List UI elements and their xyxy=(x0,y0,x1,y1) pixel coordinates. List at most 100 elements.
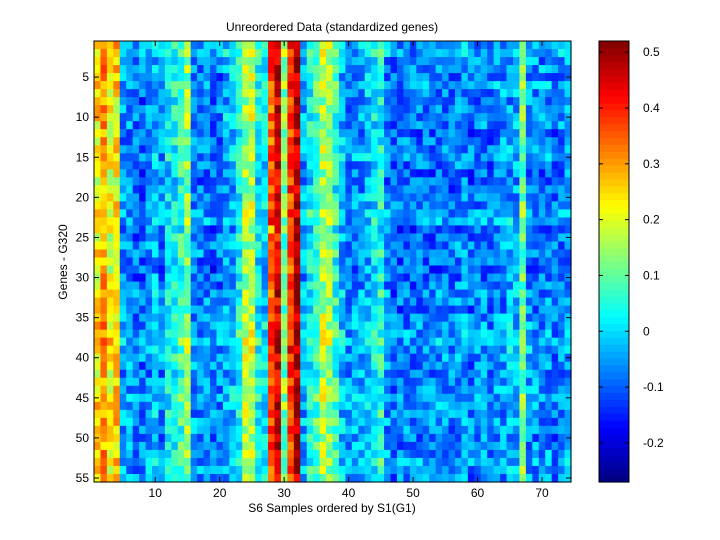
heatmap-cell xyxy=(300,185,308,194)
heatmap-cell xyxy=(242,465,250,475)
heatmap-cell xyxy=(319,385,327,395)
heatmap-cell xyxy=(448,329,456,339)
heatmap-cell xyxy=(358,273,366,283)
heatmap-cell xyxy=(152,249,160,259)
heatmap-cell xyxy=(293,169,301,178)
colorbar-segment xyxy=(599,475,629,483)
heatmap-cell xyxy=(119,89,127,98)
heatmap-cell xyxy=(377,433,385,443)
heatmap-cell xyxy=(538,209,546,218)
heatmap-cell xyxy=(487,369,495,379)
heatmap-cell xyxy=(145,129,153,138)
heatmap-cell xyxy=(396,265,405,275)
heatmap-cell xyxy=(274,161,282,170)
heatmap-cell xyxy=(293,249,301,259)
heatmap-cell xyxy=(100,433,108,443)
heatmap-cell xyxy=(126,193,134,202)
colorbar-segment xyxy=(599,337,629,345)
heatmap-cell xyxy=(461,337,469,347)
heatmap-cell xyxy=(261,249,269,259)
heatmap-cell xyxy=(519,409,527,419)
heatmap-cell xyxy=(280,121,288,130)
heatmap-cell xyxy=(396,97,405,106)
heatmap-cell xyxy=(287,49,295,58)
heatmap-cell xyxy=(119,81,127,90)
heatmap-cell xyxy=(190,417,198,427)
heatmap-cell xyxy=(171,65,179,74)
heatmap-cell xyxy=(338,337,346,347)
heatmap-cell xyxy=(345,353,353,363)
heatmap-cell xyxy=(184,321,192,331)
heatmap-cell xyxy=(377,161,385,170)
heatmap-cell xyxy=(371,185,379,194)
heatmap-cell xyxy=(435,433,443,443)
heatmap-cell xyxy=(416,385,424,395)
heatmap-cell xyxy=(132,393,140,403)
heatmap-cell xyxy=(480,441,488,451)
heatmap-cell xyxy=(525,377,533,387)
heatmap-cell xyxy=(454,369,463,379)
heatmap-cell xyxy=(274,121,282,130)
heatmap-cell xyxy=(564,457,572,467)
heatmap-cell xyxy=(480,169,488,178)
heatmap-cell xyxy=(235,249,243,259)
heatmap-cell xyxy=(396,273,405,283)
heatmap-cell xyxy=(287,361,295,371)
heatmap-cell xyxy=(100,337,108,347)
heatmap-cell xyxy=(487,105,495,114)
heatmap-cell xyxy=(377,425,385,435)
heatmap-cell xyxy=(132,217,140,227)
heatmap-cell xyxy=(139,377,147,387)
heatmap-cell xyxy=(94,321,102,331)
heatmap-cell xyxy=(519,81,527,90)
heatmap-cell xyxy=(216,97,224,106)
heatmap-cell xyxy=(461,385,469,395)
heatmap-cell xyxy=(197,113,205,122)
heatmap-cell xyxy=(351,401,359,411)
heatmap-cell xyxy=(377,265,385,275)
heatmap-cell xyxy=(119,105,127,114)
heatmap-cell xyxy=(197,225,205,235)
heatmap-cell xyxy=(338,329,346,339)
heatmap-cell xyxy=(538,89,546,98)
heatmap-cell xyxy=(280,265,288,275)
heatmap-cell xyxy=(538,153,546,162)
heatmap-cell xyxy=(222,193,230,202)
heatmap-cell xyxy=(338,345,346,355)
heatmap-cell xyxy=(177,441,185,451)
heatmap-cell xyxy=(506,409,514,419)
heatmap-cell xyxy=(139,297,147,307)
heatmap-cell xyxy=(519,161,527,170)
heatmap-cell xyxy=(190,185,198,194)
heatmap-cell xyxy=(461,273,469,283)
heatmap-cell xyxy=(345,153,353,162)
heatmap-cell xyxy=(384,433,392,443)
heatmap-cell xyxy=(235,137,243,146)
heatmap-cell xyxy=(319,297,327,307)
heatmap-cell xyxy=(216,169,224,178)
heatmap-cell xyxy=(332,137,340,146)
heatmap-cell xyxy=(364,433,372,443)
heatmap-cell xyxy=(474,449,482,459)
heatmap-cell xyxy=(184,257,192,267)
heatmap-cell xyxy=(306,257,314,267)
heatmap-cell xyxy=(113,273,121,283)
heatmap-cell xyxy=(293,473,301,483)
heatmap-cell xyxy=(487,417,495,427)
heatmap-cell xyxy=(377,57,385,66)
heatmap-cell xyxy=(558,361,566,371)
colorbar-segment xyxy=(599,385,629,394)
heatmap-cell xyxy=(377,97,385,106)
heatmap-cell xyxy=(164,425,172,435)
heatmap-cell xyxy=(293,377,301,387)
heatmap-cell xyxy=(287,337,295,347)
heatmap-cell xyxy=(480,113,488,122)
heatmap-cell xyxy=(403,361,411,371)
heatmap-cell xyxy=(384,457,392,467)
heatmap-cell xyxy=(358,225,366,235)
heatmap-cell xyxy=(384,113,392,122)
heatmap-cell xyxy=(216,201,224,210)
heatmap-cell xyxy=(409,281,417,291)
heatmap-cell xyxy=(306,265,314,275)
heatmap-cell xyxy=(106,217,114,227)
